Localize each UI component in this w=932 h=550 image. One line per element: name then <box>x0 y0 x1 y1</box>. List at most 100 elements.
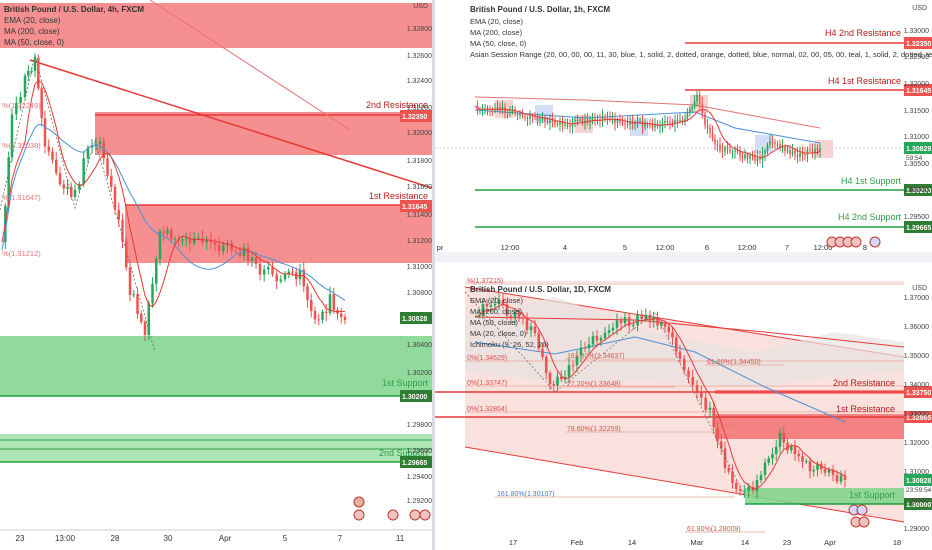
resistance-zone-2 <box>0 3 432 48</box>
price-tag-r1-tag <box>904 411 932 423</box>
candle <box>626 124 629 126</box>
candle <box>779 144 781 148</box>
candle <box>632 324 635 326</box>
candle <box>82 158 85 184</box>
candle <box>217 245 221 252</box>
support-label: 2nd Support <box>379 448 429 458</box>
fib-label: %(1.31212) <box>2 249 41 258</box>
zigzag <box>464 291 746 498</box>
time-axis[interactable]: 17 Feb 14 Mar 14 23 Apr 18 <box>509 538 901 547</box>
ma200-line <box>474 96 821 129</box>
candle <box>230 242 233 251</box>
candle <box>599 338 603 341</box>
candle <box>726 147 729 149</box>
fib-label: %(1.37215) <box>467 278 503 285</box>
time-tick: 8 <box>863 243 867 252</box>
event-icons[interactable] <box>353 496 431 521</box>
session-box <box>755 135 773 153</box>
candle <box>521 317 525 320</box>
candle <box>734 150 736 152</box>
candle <box>676 119 679 121</box>
candle <box>534 116 536 118</box>
candle <box>801 152 804 155</box>
candle <box>712 407 716 428</box>
candle <box>509 112 511 114</box>
time-tick: pr <box>437 243 444 252</box>
time-tick: 6 <box>705 243 709 252</box>
candle <box>552 384 556 386</box>
candle <box>501 299 505 305</box>
candle <box>782 432 786 443</box>
candle <box>759 474 763 481</box>
candle <box>513 312 517 318</box>
candle <box>771 141 774 143</box>
fib-label: %(1.32038) <box>2 141 41 150</box>
candle <box>254 257 258 264</box>
candle <box>509 315 513 318</box>
price-tag-s1-tag <box>904 184 932 196</box>
candle <box>771 453 774 459</box>
candle <box>10 114 14 158</box>
candle <box>549 120 551 123</box>
candle <box>586 120 589 123</box>
candle <box>804 461 808 463</box>
candle <box>541 348 544 357</box>
candle <box>681 120 684 122</box>
event-icons[interactable] <box>826 236 881 248</box>
candle <box>656 125 659 127</box>
support-zone-1 <box>0 336 432 396</box>
candle <box>729 148 731 152</box>
price-tag-current-tag <box>904 474 932 486</box>
indicator-legend: EMA (20, close) MA (200, close) MA (50, cl… <box>470 17 932 59</box>
candle <box>47 146 50 152</box>
chart-panel-1d[interactable]: %(1.37215) 0%(1.34629) 0%(1.33747) 0%(1.328… <box>435 262 932 550</box>
candle <box>531 115 534 117</box>
event-icons[interactable] <box>848 504 870 528</box>
candle <box>793 446 797 455</box>
candle <box>759 158 761 160</box>
candle <box>170 229 173 240</box>
candle <box>689 109 691 114</box>
time-axis[interactable]: pr 12:00 4 5 12:00 6 12:00 7 12:00 8 <box>437 243 867 252</box>
price-axis[interactable]: 1.37000 1.36000 1.35000 1.34000 1.33000 1.320… <box>904 285 929 533</box>
ma200-line <box>474 316 905 348</box>
candle <box>62 184 65 189</box>
fib-label: 161.80%(1.34637) <box>567 353 625 360</box>
ichimoku-cloud <box>465 297 904 387</box>
panel-divider-h[interactable] <box>435 252 932 262</box>
candle <box>749 155 751 159</box>
candle <box>619 320 623 324</box>
candle <box>283 273 287 280</box>
indicator-label: MA (200, close) <box>470 307 523 316</box>
time-tick: Mar <box>691 538 704 547</box>
candle <box>774 142 776 144</box>
candles-4h <box>4 53 347 342</box>
candle <box>576 119 579 121</box>
indicator-legend: EMA (20, close) MA (200, close) MA (50, cl… <box>4 16 64 47</box>
price-tick: 1.30000 <box>904 498 929 505</box>
panel-divider[interactable] <box>432 0 435 550</box>
candle <box>155 259 158 284</box>
price-tag-s1: 1.30000 <box>906 502 931 509</box>
chart-title: British Pound / U.S. Dollar, 4h, FXCM <box>4 5 144 14</box>
chart-panel-1h[interactable]: British Pound / U.S. Dollar, 1h, FXCM EM… <box>435 0 932 252</box>
candle <box>496 107 499 109</box>
candle <box>30 70 33 72</box>
price-tick: 1.30000 <box>904 187 929 194</box>
chart-panel-4h[interactable]: %(1.32249) %(1.32038) %(1.31647) %(1.31212)… <box>0 0 432 550</box>
price-axis[interactable]: 1.33000 1.32500 1.32000 1.31500 1.31000 1.305… <box>904 5 929 221</box>
candle <box>727 467 731 472</box>
candle <box>731 151 734 153</box>
indicator-legend: EMA (20, close) MA (200, close) MA (50, cl… <box>470 296 549 349</box>
candle <box>519 113 521 116</box>
candle <box>132 294 135 296</box>
time-axis[interactable]: 23 13:00 28 30 Apr 5 7 11 <box>0 529 432 543</box>
candle <box>708 407 712 410</box>
candle <box>791 150 794 155</box>
candle <box>575 355 579 366</box>
candle <box>567 365 571 377</box>
candle <box>516 114 519 116</box>
candle <box>143 321 147 335</box>
candle <box>181 239 184 241</box>
candle <box>615 320 619 328</box>
